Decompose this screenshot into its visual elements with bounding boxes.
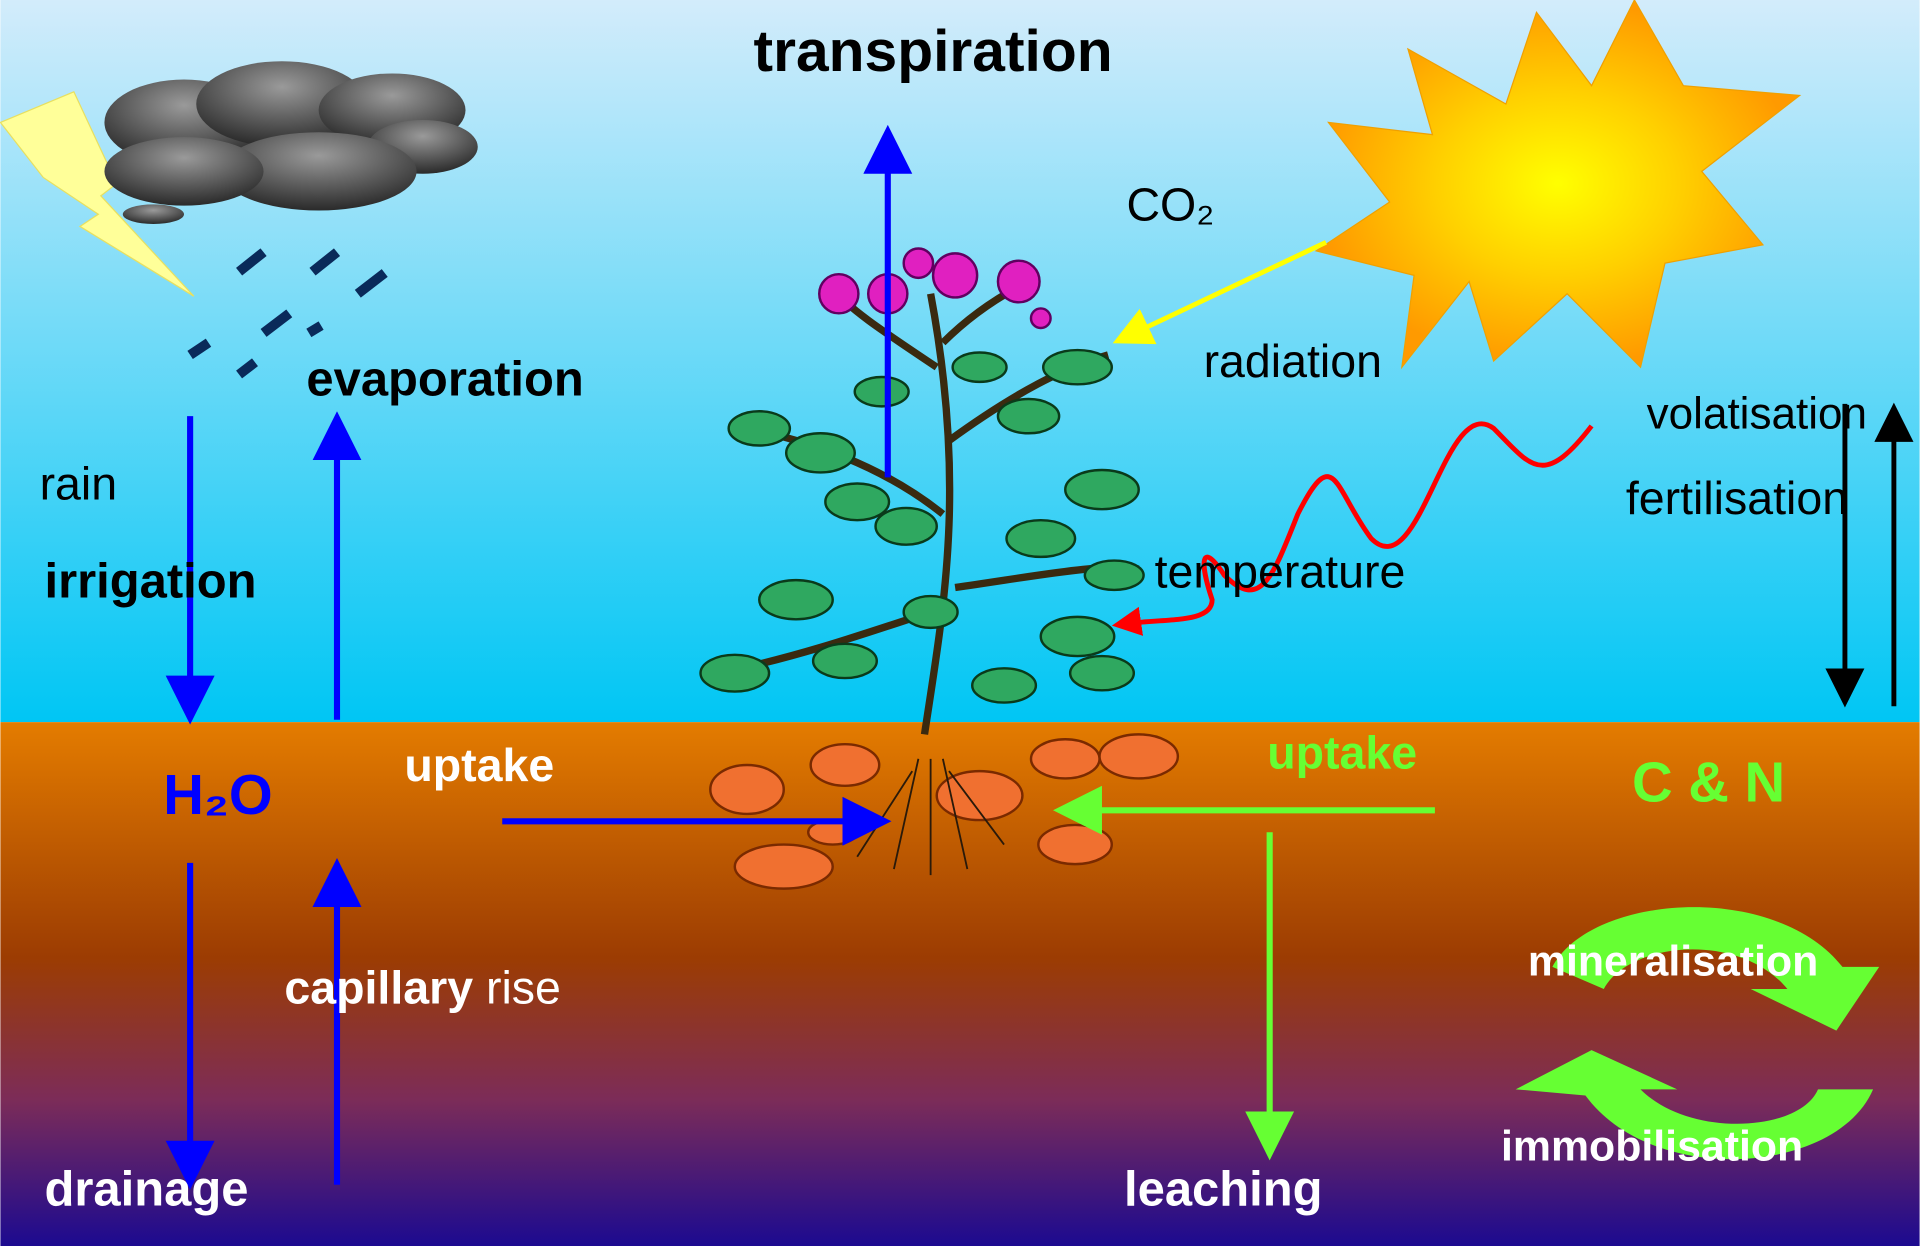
- co2-label: CO₂: [1126, 178, 1214, 230]
- nutrient-uptake-label: uptake: [1267, 727, 1417, 779]
- lightning: [0, 91, 195, 297]
- mineralisation-arrow: [1552, 907, 1880, 1031]
- mineralisation-label: mineralisation: [1528, 938, 1818, 986]
- radiation-arrow: [1112, 240, 1328, 345]
- immobilisation-label: immobilisation: [1501, 1122, 1803, 1170]
- immobilisation-arrow: [1515, 1050, 1874, 1160]
- temperature-label: temperature: [1155, 546, 1406, 598]
- temperature-wave: [1111, 421, 1594, 636]
- drainage-label: drainage: [44, 1163, 248, 1217]
- irrigation-label: irrigation: [44, 554, 256, 608]
- leaching-label: leaching: [1124, 1163, 1323, 1217]
- arrows: [165, 124, 1914, 1190]
- cloud: [104, 61, 478, 224]
- nutrients-label: C & N: [1632, 751, 1785, 814]
- capillary-rise-label: capillary rise: [284, 962, 561, 1014]
- evaporation-label: evaporation: [306, 352, 583, 406]
- capillary-text: capillary: [284, 962, 473, 1014]
- radiation-label: radiation: [1204, 335, 1382, 387]
- water-uptake-label: uptake: [404, 739, 554, 791]
- fertilisation-label: fertilisation: [1626, 472, 1848, 524]
- volatisation-label: volatisation: [1647, 389, 1867, 438]
- sun: [1314, 0, 1802, 370]
- rise-text: rise: [486, 962, 561, 1014]
- rain-label: rain: [40, 457, 118, 509]
- rain-drops: [187, 248, 388, 379]
- title: transpiration: [754, 19, 1113, 84]
- water-label: H₂O: [163, 763, 272, 826]
- plant: [699, 247, 1180, 890]
